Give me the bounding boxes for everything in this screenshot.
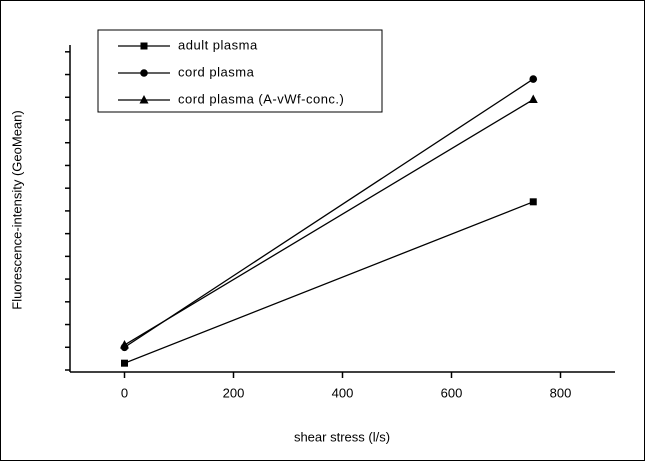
marker (529, 75, 538, 83)
marker (529, 198, 537, 206)
x-tick-label: 400 (332, 385, 354, 400)
x-tick-label: 600 (441, 385, 463, 400)
marker (528, 94, 538, 104)
marker (140, 42, 148, 50)
series-line (124, 201, 534, 364)
marker (121, 359, 128, 367)
series-line (124, 78, 534, 348)
marker (140, 69, 148, 77)
series-line (124, 98, 534, 346)
legend-label: adult plasma (178, 37, 258, 52)
legend-label: cord plasma (A-vWf-conc.) (178, 91, 344, 106)
y-axis-label: Fluorescence-intensity (GeoMean) (9, 110, 24, 309)
marker (120, 340, 129, 349)
marker (139, 95, 149, 104)
x-tick-label: 800 (550, 385, 572, 400)
legend-label: cord plasma (178, 64, 255, 79)
x-axis-label: shear stress (l/s) (294, 429, 390, 444)
x-tick-label: 200 (223, 385, 245, 400)
x-tick-label: 0 (121, 385, 128, 400)
